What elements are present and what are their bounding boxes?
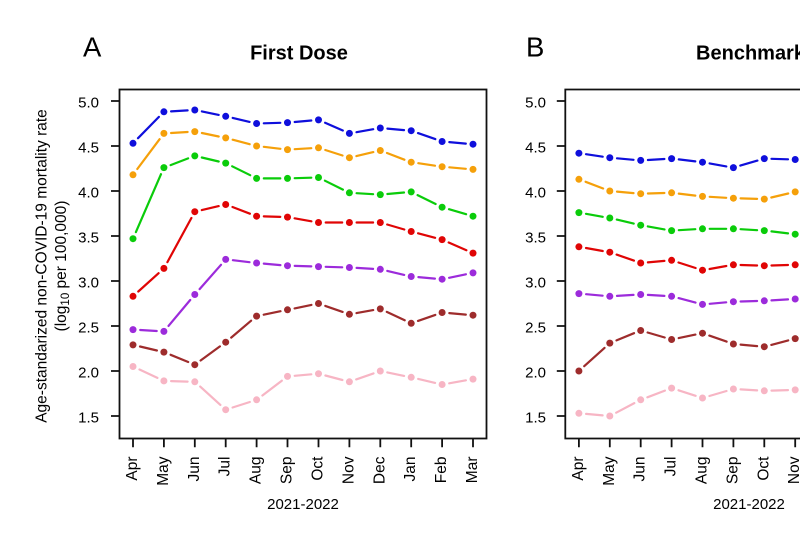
svg-text:1.5: 1.5: [525, 410, 546, 427]
svg-text:4.5: 4.5: [78, 140, 99, 157]
svg-text:2021-2022: 2021-2022: [267, 496, 339, 513]
svg-text:2.0: 2.0: [525, 365, 546, 382]
svg-text:May: May: [601, 456, 618, 486]
svg-text:Nov: Nov: [340, 456, 357, 484]
svg-text:May: May: [155, 456, 172, 486]
svg-text:Jul: Jul: [217, 457, 234, 477]
svg-text:Benchmark: Benchmark: [696, 43, 800, 65]
svg-text:4.5: 4.5: [525, 140, 546, 157]
svg-text:2021-2022: 2021-2022: [713, 496, 785, 513]
svg-text:First Dose: First Dose: [250, 43, 348, 65]
svg-text:3.0: 3.0: [78, 275, 99, 292]
svg-text:Jun: Jun: [632, 457, 649, 482]
svg-text:Oct: Oct: [310, 456, 327, 481]
svg-text:4.0: 4.0: [78, 185, 99, 202]
svg-text:4.0: 4.0: [525, 185, 546, 202]
svg-text:5.0: 5.0: [525, 95, 546, 112]
svg-text:3.5: 3.5: [78, 230, 99, 247]
svg-text:Nov: Nov: [786, 456, 800, 484]
svg-text:2.5: 2.5: [78, 320, 99, 337]
svg-text:Jan: Jan: [402, 457, 419, 482]
svg-text:5.0: 5.0: [78, 95, 99, 112]
svg-text:Aug: Aug: [694, 457, 711, 485]
svg-text:3.5: 3.5: [525, 230, 546, 247]
svg-text:Feb: Feb: [433, 457, 450, 484]
svg-text:Apr: Apr: [124, 457, 141, 481]
svg-text:2.0: 2.0: [78, 365, 99, 382]
svg-text:1.5: 1.5: [78, 410, 99, 427]
svg-text:(log10 per 100,000): (log10 per 100,000): [53, 201, 72, 332]
svg-text:A: A: [83, 32, 102, 63]
svg-text:Apr: Apr: [570, 457, 587, 481]
svg-text:Age-standarized non-COVID-19 m: Age-standarized non-COVID-19 mortality r…: [34, 109, 51, 423]
svg-text:3.0: 3.0: [525, 275, 546, 292]
svg-text:Sep: Sep: [724, 457, 741, 485]
svg-text:Mar: Mar: [464, 457, 481, 484]
svg-text:Dec: Dec: [371, 456, 388, 484]
svg-text:Aug: Aug: [248, 457, 265, 485]
svg-text:Oct: Oct: [755, 456, 772, 481]
svg-text:Jun: Jun: [186, 457, 203, 482]
svg-text:2.5: 2.5: [525, 320, 546, 337]
svg-text:Jul: Jul: [663, 457, 680, 477]
svg-text:B: B: [526, 32, 544, 63]
svg-text:Sep: Sep: [279, 457, 296, 485]
